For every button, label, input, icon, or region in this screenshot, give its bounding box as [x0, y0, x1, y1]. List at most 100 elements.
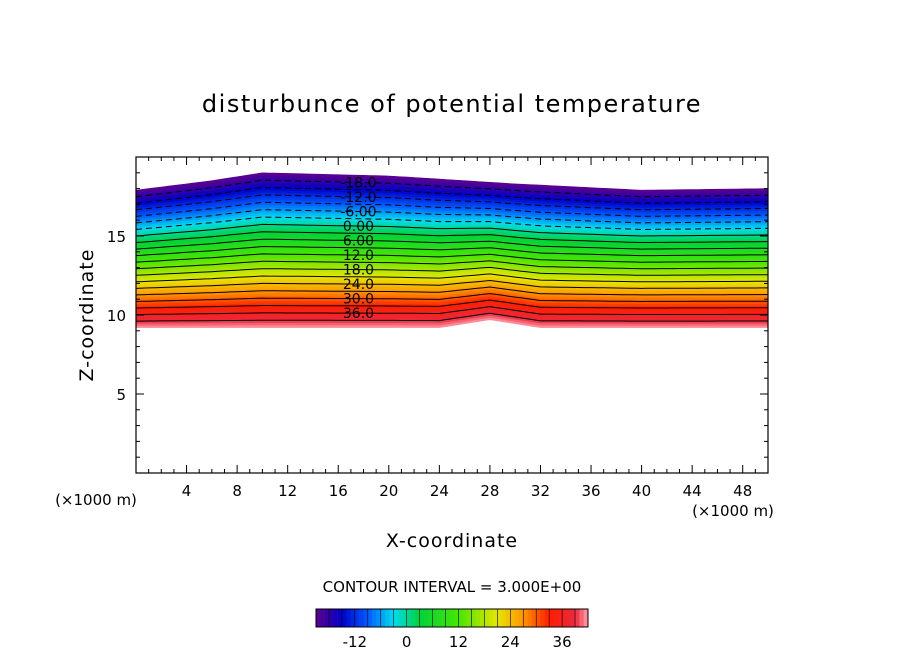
colorbar-cell	[488, 609, 494, 627]
chart-title: disturbunce of potential temperature	[202, 90, 702, 118]
colorbar-cell	[341, 609, 347, 627]
colorbar-cell	[415, 609, 420, 627]
x-unit-note: (×1000 m)	[692, 502, 774, 520]
colorbar-tick-label: 12	[449, 633, 468, 651]
contour-line	[135, 299, 768, 309]
colorbar-cell	[514, 609, 520, 627]
colorbar-cell	[518, 609, 524, 627]
colorbar-cell	[441, 609, 446, 627]
colorbar-cell	[363, 609, 369, 627]
colorbar	[315, 608, 589, 628]
colorbar-cell	[566, 609, 572, 627]
colorbar-cell	[449, 609, 455, 627]
contour-line	[135, 231, 768, 243]
colorbar-cell	[570, 609, 576, 627]
x-tick-label: 28	[480, 482, 499, 500]
contour-label: 6.00	[343, 234, 374, 250]
colorbar-cell	[402, 609, 407, 627]
x-tick-label: 48	[733, 482, 752, 500]
x-tick-label: 20	[379, 482, 398, 500]
contour-line	[135, 273, 768, 283]
colorbar-cell	[557, 609, 563, 627]
x-tick-labels: 4 8 12 16 20 24 28 32 36 40 44 48	[182, 482, 752, 500]
colorbar-tick-label: 24	[501, 633, 520, 651]
colorbar-cell	[376, 609, 382, 627]
colorbar-cell	[419, 609, 425, 627]
x-tick-label: 40	[632, 482, 651, 500]
x-tick-label: 44	[683, 482, 702, 500]
colorbar-cell	[398, 609, 403, 627]
contour-label: 24.0	[343, 277, 374, 293]
colorbar-cell	[454, 609, 459, 627]
colorbar-cell	[553, 609, 559, 627]
contour-line	[135, 201, 768, 217]
colorbar-cell	[579, 609, 584, 627]
colorbar-cell	[333, 609, 338, 627]
y-axis-label: Z-coordinate	[76, 249, 98, 382]
colorbar-cell	[432, 609, 438, 627]
contour-label: 0.00	[343, 219, 374, 235]
colorbar-cell	[497, 609, 502, 627]
contour-line	[135, 194, 768, 211]
colorbar-tick-labels: -12 0 12 24 36	[343, 633, 572, 651]
colorbar-cell	[410, 609, 416, 627]
colorbar-cell	[372, 609, 377, 627]
contour-labels: -18.0-12.0-6.000.006.0012.018.024.030.03…	[340, 175, 376, 322]
contour-line	[135, 245, 769, 257]
colorbar-cell	[484, 609, 489, 627]
colorbar-cell	[458, 609, 464, 627]
colorbar-cell	[428, 609, 433, 627]
colorbar-cell	[324, 609, 330, 627]
contour-label: 12.0	[343, 248, 374, 264]
colorbar-cell	[359, 609, 364, 627]
colorbar-cell	[393, 609, 399, 627]
x-tick-label: 12	[278, 482, 297, 500]
contour-line	[135, 216, 769, 231]
colorbar-cell	[467, 609, 472, 627]
contour-label: 36.0	[343, 306, 374, 322]
colorbar-cell	[350, 609, 356, 627]
colorbar-cell	[328, 609, 334, 627]
colorbar-cell	[475, 609, 481, 627]
colorbar-cell	[380, 609, 386, 627]
colorbar-cell	[337, 609, 343, 627]
colorbar-cell	[527, 609, 533, 627]
colorbar-frame	[315, 608, 589, 628]
contour-label: 18.0	[343, 263, 374, 279]
contour-line	[135, 260, 768, 270]
contour-line	[135, 279, 768, 289]
y-unit-note: (×1000 m)	[55, 491, 137, 509]
colorbar-cell	[480, 609, 485, 627]
colorbar-cell	[346, 609, 351, 627]
contour-line	[135, 238, 768, 250]
colorbar-cell	[562, 609, 567, 627]
colorbar-cell	[389, 609, 395, 627]
colorbar-cell	[436, 609, 442, 627]
colorbar-cell	[575, 609, 580, 627]
colorbar-cell	[471, 609, 477, 627]
contour-line	[135, 293, 768, 303]
colorbar-tick-label: 0	[402, 633, 412, 651]
colorbar-cell	[583, 609, 589, 627]
colorbar-tick-label: -12	[343, 633, 368, 651]
colorbar-cell	[540, 609, 546, 627]
x-tick-label: 8	[232, 482, 242, 500]
colorbar-cell	[536, 609, 541, 627]
x-tick-label: 32	[531, 482, 550, 500]
contour-label: -6.00	[340, 204, 376, 220]
x-tick-label: 16	[329, 482, 348, 500]
x-axis-label: X-coordinate	[386, 530, 518, 552]
colorbar-cell	[523, 609, 528, 627]
x-tick-label: 4	[182, 482, 192, 500]
axis-ticks	[136, 157, 768, 473]
colorbar-cell	[316, 609, 321, 627]
colorbar-cell	[531, 609, 537, 627]
x-tick-label: 36	[581, 482, 600, 500]
colorbar-cell	[505, 609, 511, 627]
contour-line	[135, 223, 769, 237]
colorbar-tick-label: 36	[553, 633, 572, 651]
colorbar-cell	[493, 609, 498, 627]
contour-line	[135, 209, 769, 224]
y-tick-label: 5	[116, 386, 126, 404]
x-tick-label: 24	[430, 482, 449, 500]
